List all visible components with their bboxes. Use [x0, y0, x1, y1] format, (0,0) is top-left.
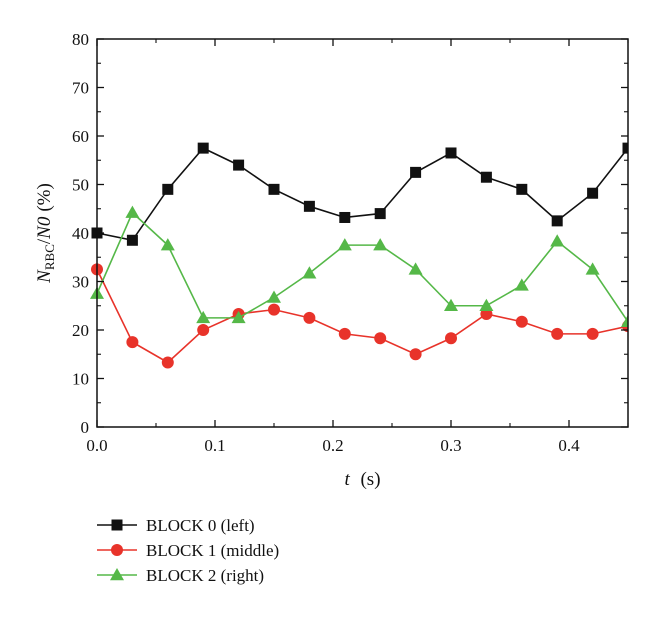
series-line [96, 147, 628, 242]
y-axis-var2: N0 [34, 216, 55, 240]
axis-ticks: 0.0 0.1 0.2 0.3 0.4 0 10 20 30 40 50 60 70 80 [72, 30, 629, 455]
data-point [303, 200, 315, 212]
data-point [445, 147, 457, 159]
data-point [196, 310, 211, 324]
data-point [160, 238, 175, 251]
y-axis-main: N [34, 269, 55, 284]
y-tick-label: 80 [72, 30, 89, 49]
data-point [551, 215, 563, 227]
y-tick-label: 50 [72, 176, 89, 195]
data-point [161, 356, 174, 369]
data-point [126, 234, 138, 246]
data-point [302, 266, 317, 279]
data-point [408, 262, 423, 275]
data-point [197, 324, 210, 336]
data-point [516, 183, 528, 195]
data-point [337, 238, 352, 251]
data-point [373, 238, 388, 251]
data-point [587, 187, 599, 199]
legend-label: BLOCK 1 (middle) [146, 541, 279, 560]
series-line [96, 269, 628, 364]
data-point [303, 311, 316, 324]
y-tick-label: 30 [72, 273, 89, 292]
y-tick-label: 20 [72, 321, 89, 340]
data-point [374, 332, 387, 345]
x-axis-label: t (s) [344, 469, 380, 490]
series-layer [90, 142, 628, 369]
data-point [586, 327, 599, 340]
data-point [550, 234, 565, 247]
y-axis-label: NRBC/N0 (%) [34, 183, 57, 284]
data-point [125, 205, 140, 218]
data-point [268, 183, 280, 195]
y-tick-label: 70 [72, 79, 89, 98]
data-point [445, 332, 457, 345]
data-point [231, 310, 246, 324]
legend-item: BLOCK 2 (right) [97, 566, 264, 585]
data-point [515, 315, 528, 328]
data-point [162, 183, 174, 195]
y-tick-label: 40 [72, 224, 89, 243]
plot-frame [96, 38, 629, 428]
legend-marker [110, 568, 124, 581]
data-point [268, 303, 280, 316]
x-tick-label: 0.4 [558, 436, 580, 455]
x-axis-unit: (s) [360, 469, 380, 490]
series-1 [91, 263, 628, 369]
y-axis-slash: / [34, 238, 55, 244]
data-point [622, 142, 628, 154]
data-point [197, 142, 209, 154]
x-tick-label: 0.3 [440, 436, 461, 455]
data-point [551, 327, 564, 340]
x-tick-label: 0.2 [322, 436, 343, 455]
data-point [338, 327, 351, 340]
y-axis-subscript: RBC [42, 244, 57, 270]
data-point [480, 171, 492, 183]
y-tick-label: 0 [81, 418, 90, 437]
x-axis-var: t [344, 469, 350, 490]
data-point [233, 159, 245, 171]
data-point [267, 290, 281, 303]
legend-item: BLOCK 0 (left) [97, 516, 255, 535]
series-2 [90, 205, 628, 328]
data-point [444, 298, 458, 311]
legend-marker [111, 544, 123, 556]
data-point [339, 211, 351, 223]
legend-marker [111, 519, 123, 531]
x-tick-label: 0.1 [204, 436, 225, 455]
legend: BLOCK 0 (left) BLOCK 1 (middle) BLOCK 2 (r… [97, 516, 279, 585]
y-tick-label: 60 [72, 127, 89, 146]
data-point [410, 166, 422, 178]
legend-item: BLOCK 1 (middle) [97, 541, 279, 560]
data-point [374, 208, 386, 220]
series-0 [91, 142, 628, 246]
y-tick-label: 10 [72, 370, 89, 389]
y-axis-unit: (%) [34, 183, 55, 211]
legend-label: BLOCK 2 (right) [146, 566, 264, 585]
data-point [514, 278, 529, 291]
data-point [409, 348, 422, 361]
x-tick-label: 0.0 [86, 436, 107, 455]
data-point [126, 336, 139, 349]
data-point [479, 298, 494, 311]
data-point [621, 314, 628, 328]
data-point [585, 262, 600, 275]
series-line [96, 211, 628, 323]
legend-label: BLOCK 0 (left) [146, 516, 255, 535]
